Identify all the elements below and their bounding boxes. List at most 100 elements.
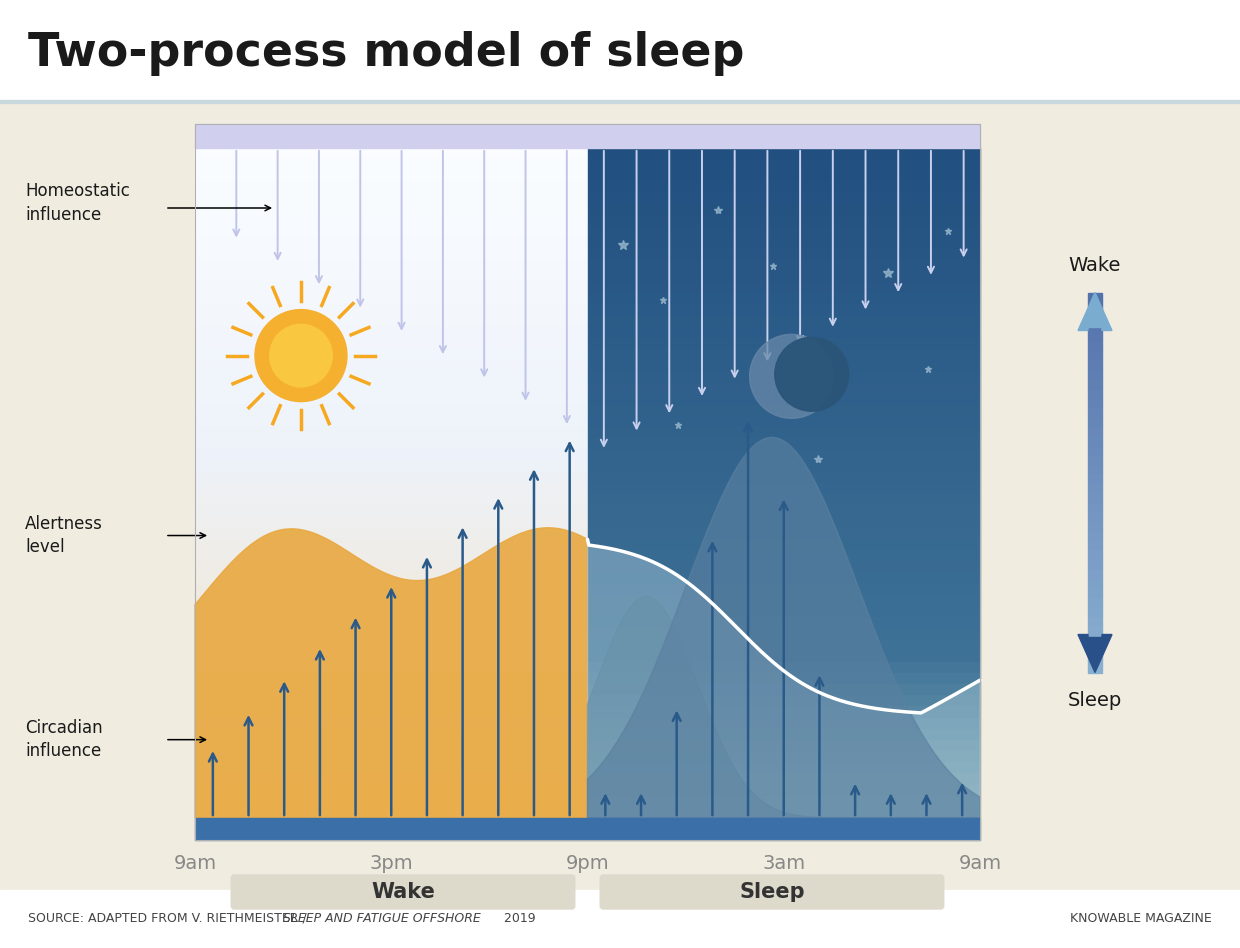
Bar — [195, 751, 588, 762]
Text: 3pm: 3pm — [370, 854, 413, 873]
Bar — [588, 215, 980, 227]
Bar — [588, 171, 980, 181]
Bar — [588, 159, 980, 171]
Bar — [1087, 539, 1102, 549]
Bar — [588, 739, 980, 751]
Bar — [195, 405, 588, 416]
Bar — [195, 428, 588, 438]
Bar — [195, 124, 980, 148]
Bar — [588, 550, 980, 561]
Text: 9pm: 9pm — [565, 854, 609, 873]
Bar — [195, 382, 588, 393]
Bar — [195, 706, 588, 718]
Bar — [588, 494, 980, 505]
Bar — [588, 204, 980, 215]
Text: 3am: 3am — [763, 854, 805, 873]
Bar — [1087, 302, 1102, 312]
Bar — [195, 227, 588, 237]
Bar — [195, 159, 588, 171]
Bar — [195, 282, 588, 293]
Bar — [588, 428, 980, 438]
Bar — [1087, 549, 1102, 558]
Bar — [195, 785, 588, 795]
Bar — [195, 316, 588, 327]
Bar — [0, 0, 1240, 100]
Bar — [1087, 359, 1102, 369]
Bar — [588, 304, 980, 316]
Bar — [1087, 596, 1102, 606]
Bar — [195, 293, 588, 304]
Bar — [195, 472, 588, 483]
Text: Circadian
influence: Circadian influence — [25, 719, 103, 760]
Bar — [1087, 558, 1102, 568]
Bar — [195, 639, 588, 650]
Bar — [588, 650, 980, 662]
Bar — [588, 293, 980, 304]
Bar — [588, 416, 980, 428]
Bar — [1087, 606, 1102, 615]
FancyArrow shape — [1078, 293, 1112, 331]
Bar — [195, 337, 588, 349]
Bar — [588, 237, 980, 248]
Bar — [588, 695, 980, 706]
Bar — [1087, 464, 1102, 473]
Bar — [1087, 577, 1102, 587]
Bar — [195, 192, 588, 204]
Bar — [1087, 340, 1102, 350]
FancyBboxPatch shape — [600, 875, 944, 909]
Bar — [1087, 454, 1102, 464]
Bar — [588, 382, 980, 393]
Bar — [195, 573, 588, 584]
Bar — [1087, 331, 1102, 340]
Polygon shape — [588, 437, 980, 818]
Bar — [1087, 426, 1102, 435]
Bar — [195, 124, 980, 840]
Bar — [1087, 397, 1102, 407]
Bar — [1087, 483, 1102, 492]
Bar — [195, 584, 588, 594]
Bar — [195, 739, 588, 751]
Bar — [195, 483, 588, 494]
Bar — [0, 890, 1240, 948]
Bar — [588, 282, 980, 293]
Bar — [588, 617, 980, 629]
Circle shape — [775, 337, 848, 411]
Bar — [1087, 520, 1102, 530]
Bar — [588, 584, 980, 594]
Bar — [588, 774, 980, 785]
Bar — [1087, 587, 1102, 596]
Bar — [1087, 473, 1102, 483]
Bar — [195, 617, 588, 629]
Bar — [1087, 634, 1102, 644]
Bar — [588, 360, 980, 372]
Bar — [195, 349, 588, 360]
Bar — [1087, 501, 1102, 511]
Bar — [1087, 350, 1102, 359]
Bar — [588, 762, 980, 774]
Text: Alertness
level: Alertness level — [25, 515, 103, 556]
Bar — [195, 650, 588, 662]
Bar — [1087, 378, 1102, 388]
Bar — [1087, 435, 1102, 445]
Bar — [588, 192, 980, 204]
FancyBboxPatch shape — [231, 875, 575, 909]
Bar — [588, 337, 980, 349]
Bar — [588, 148, 980, 159]
Bar — [195, 204, 588, 215]
Bar — [588, 517, 980, 528]
Bar — [195, 237, 588, 248]
Bar — [588, 528, 980, 538]
Text: SLEEP AND FATIGUE OFFSHORE: SLEEP AND FATIGUE OFFSHORE — [283, 911, 481, 924]
Bar — [588, 449, 980, 461]
Polygon shape — [588, 539, 980, 818]
Bar — [588, 327, 980, 337]
Bar — [588, 438, 980, 449]
Bar — [195, 528, 588, 538]
Bar — [1087, 530, 1102, 539]
Bar — [1087, 407, 1102, 416]
Bar — [195, 594, 588, 606]
Bar — [195, 606, 588, 617]
Circle shape — [750, 335, 833, 418]
Bar — [1087, 416, 1102, 426]
Bar — [195, 416, 588, 428]
